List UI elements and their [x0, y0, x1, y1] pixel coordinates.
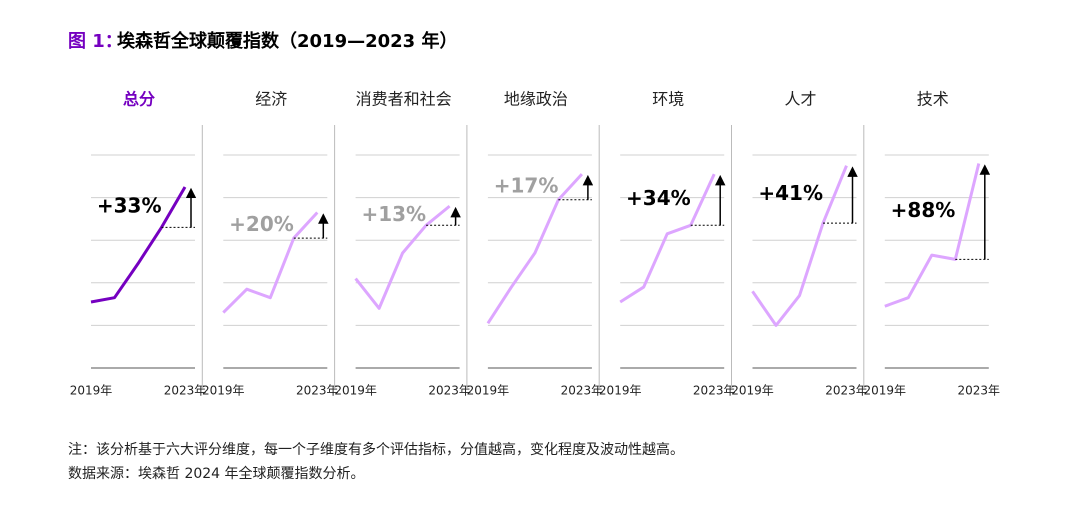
x-tick-label: 2023年	[561, 384, 604, 398]
x-tick-label: 2019年	[467, 384, 510, 398]
panel-title: 地缘政治	[504, 90, 568, 109]
x-tick-label: 2019年	[334, 384, 377, 398]
line	[884, 163, 981, 308]
line	[751, 165, 848, 327]
x-tick-label: 2019年	[864, 384, 907, 398]
panel-title: 环境	[652, 90, 684, 109]
panel-title: 经济	[255, 90, 287, 109]
panel-title: 总分	[123, 90, 155, 109]
x-tick-label: 2023年	[428, 384, 471, 398]
change-label: +34%	[626, 186, 691, 210]
x-tick-label: 2023年	[693, 384, 736, 398]
change-label: +41%	[758, 181, 823, 205]
x-tick-label: 2019年	[599, 384, 642, 398]
figure-title: 埃森哲全球颠覆指数（2019—2023 年）	[117, 30, 457, 52]
change-label: +20%	[229, 212, 294, 236]
line	[486, 173, 584, 325]
line	[619, 173, 716, 304]
line	[354, 204, 451, 310]
panel-title: 消费者和社会	[356, 90, 452, 109]
change-label: +88%	[891, 198, 956, 222]
line	[222, 211, 319, 314]
line	[90, 186, 187, 304]
x-tick-label: 2023年	[825, 384, 868, 398]
x-tick-label: 2019年	[731, 384, 774, 398]
x-tick-label: 2023年	[958, 384, 1001, 398]
change-label: +13%	[361, 202, 426, 226]
panel-title: 人才	[784, 90, 816, 109]
figure-label: 图 1：	[68, 31, 123, 52]
change-label: +33%	[97, 194, 162, 218]
x-tick-label: 2023年	[164, 384, 207, 398]
change-label: +17%	[494, 173, 559, 197]
source: 数据来源：埃森哲 2024 年全球颠覆指数分析。	[68, 465, 365, 482]
note: 注：该分析基于六大评分维度，每一个子维度有多个评估指标，分值越高，变化程度及波动…	[68, 441, 684, 458]
panel-title: 技术	[917, 90, 949, 109]
x-tick-label: 2019年	[70, 384, 113, 398]
x-tick-label: 2019年	[202, 384, 245, 398]
x-tick-label: 2023年	[296, 384, 339, 398]
